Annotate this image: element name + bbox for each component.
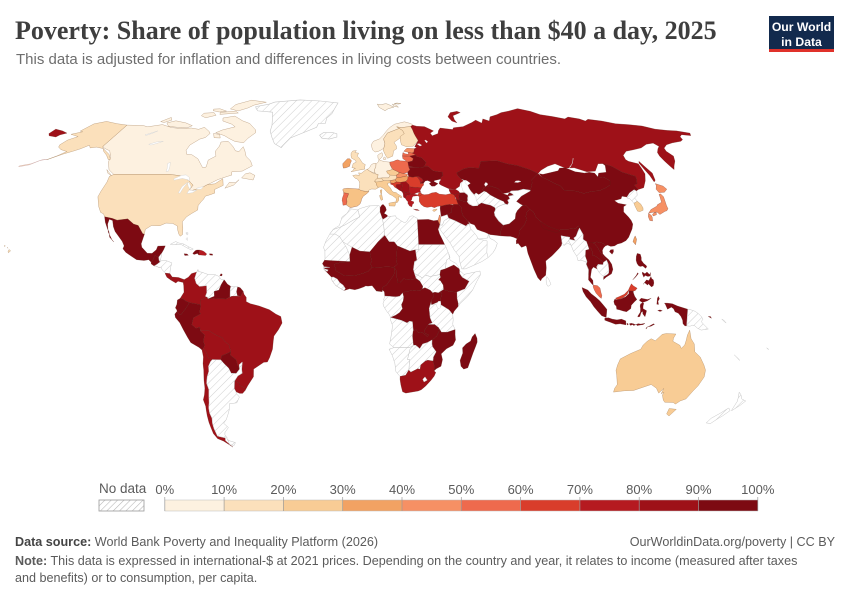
svg-text:80%: 80% (626, 482, 652, 497)
svg-text:30%: 30% (330, 482, 356, 497)
svg-text:20%: 20% (270, 482, 296, 497)
svg-text:No data: No data (99, 481, 147, 496)
svg-text:60%: 60% (508, 482, 534, 497)
svg-text:10%: 10% (211, 482, 237, 497)
svg-text:0%: 0% (155, 482, 174, 497)
svg-text:50%: 50% (448, 482, 474, 497)
svg-text:100%: 100% (741, 482, 775, 497)
svg-text:40%: 40% (389, 482, 415, 497)
svg-text:70%: 70% (567, 482, 593, 497)
svg-text:90%: 90% (685, 482, 711, 497)
